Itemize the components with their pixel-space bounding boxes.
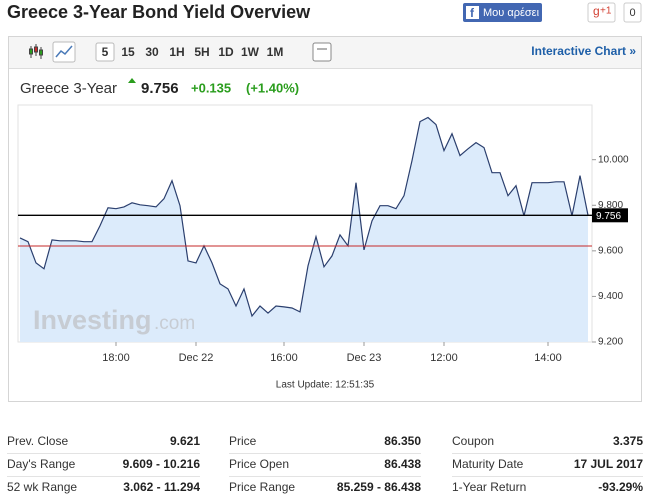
last-update: Last Update: 12:51:35 [276, 380, 375, 391]
table-value: 3.062 - 11.294 [123, 480, 200, 494]
y-tick-label: 9.200 [598, 337, 623, 348]
candle-icon[interactable] [29, 44, 43, 59]
period-button[interactable]: 1H [169, 45, 184, 59]
period-button[interactable]: 1D [218, 45, 234, 59]
quote-change: +0.135 [191, 80, 231, 95]
table-label: Coupon [452, 434, 494, 448]
line-icon-selected[interactable] [52, 41, 76, 63]
period-button[interactable]: 15 [121, 45, 135, 59]
table-label: Price Range [229, 480, 295, 494]
period-selected[interactable] [95, 42, 115, 62]
y-tick-label: 10.000 [598, 154, 629, 165]
watermark: Investing [33, 305, 152, 335]
table-label: Maturity Date [452, 457, 524, 471]
y-tick-label: 9.400 [598, 291, 623, 302]
x-tick-label: 12:00 [430, 352, 458, 364]
x-tick-label: Dec 22 [179, 352, 214, 364]
table-value: 86.438 [384, 457, 421, 471]
table-value: -93.29% [598, 480, 643, 494]
table-label: Prev. Close [7, 434, 68, 448]
period-button[interactable]: 30 [145, 45, 159, 59]
table-label: Price [229, 434, 257, 448]
gplus-count-box [623, 2, 642, 23]
table-value: 3.375 [613, 434, 643, 448]
table-label: Price Open [229, 457, 289, 471]
period-button[interactable]: 1M [267, 45, 284, 59]
x-tick-label: 16:00 [270, 352, 298, 364]
x-tick-label: 18:00 [102, 352, 130, 364]
watermark-suffix: .com [154, 313, 195, 334]
facebook-button[interactable] [463, 3, 542, 22]
table-value: 85.259 - 86.438 [337, 480, 421, 494]
table-label: 1-Year Return [452, 480, 526, 494]
period-button[interactable]: 5 [102, 45, 109, 59]
facebook-f: f [470, 6, 475, 20]
quote-name: Greece 3-Year [20, 80, 117, 97]
settings-icon[interactable] [312, 42, 332, 62]
area-fill [20, 117, 588, 342]
gplus-g: g [593, 4, 600, 18]
table-label: Day's Range [7, 457, 76, 471]
price-line [19, 116, 589, 318]
quote-change-pct: (+1.40%) [246, 80, 299, 95]
y-tick-label: 9.600 [598, 245, 623, 256]
last-price-label: 9.756 [596, 211, 621, 222]
page-title: Greece 3-Year Bond Yield Overview [7, 2, 311, 22]
table-value: 86.350 [384, 434, 421, 448]
period-button[interactable]: 1W [241, 45, 260, 59]
facebook-icon [466, 6, 479, 19]
table-value: 17 JUL 2017 [574, 457, 643, 471]
up-arrow [128, 78, 136, 83]
gplus-count: 0 [629, 7, 635, 19]
table-label: 52 wk Range [7, 480, 77, 494]
table-value: 9.621 [170, 434, 200, 448]
gplus-button[interactable] [587, 2, 616, 23]
interactive-chart-link[interactable]: Interactive Chart » [531, 44, 636, 58]
gplus-label: +1 [600, 6, 612, 17]
line-icon [55, 45, 73, 58]
quote-price: 9.756 [141, 80, 179, 97]
y-tick-label: 9.800 [598, 200, 623, 211]
x-tick-label: Dec 23 [347, 352, 382, 364]
period-button[interactable]: 5H [194, 45, 209, 59]
table-value: 9.609 - 10.216 [123, 457, 201, 471]
facebook-label: Μου αρέσει [483, 7, 540, 19]
last-price-box [592, 208, 628, 223]
x-tick-label: 14:00 [534, 352, 562, 364]
